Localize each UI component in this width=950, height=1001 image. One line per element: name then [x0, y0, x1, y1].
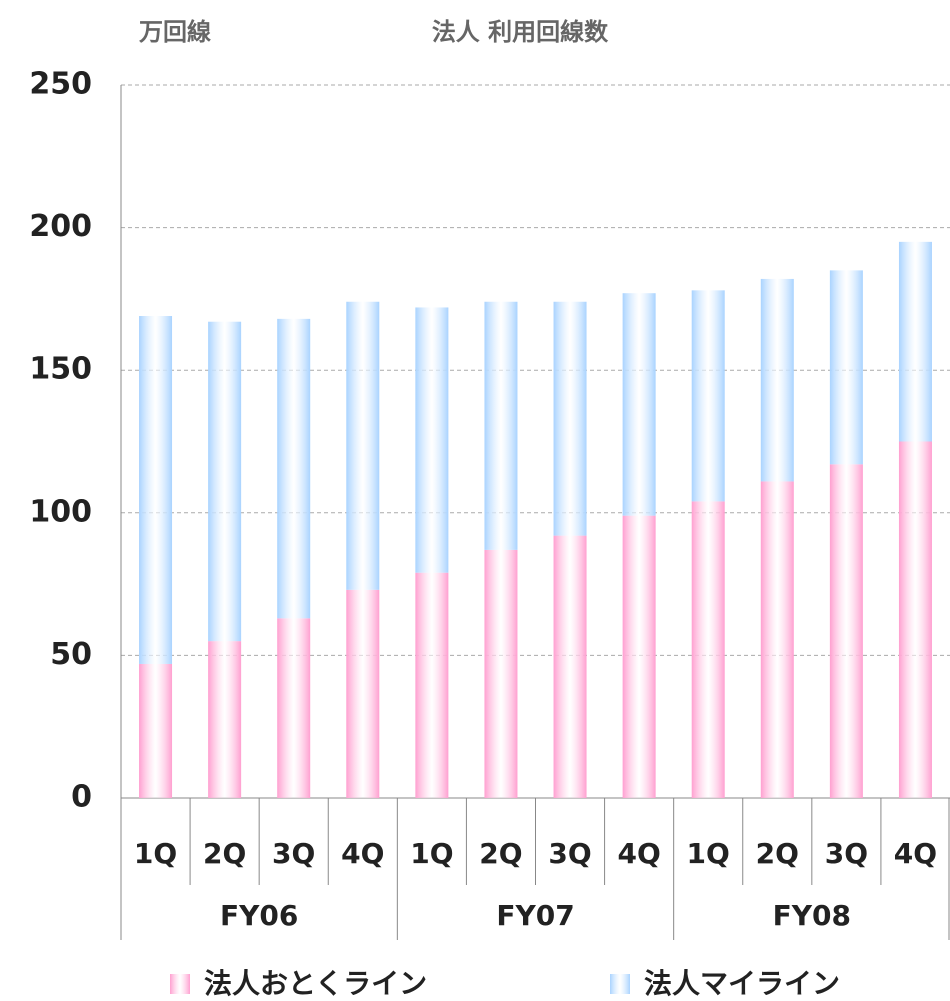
- x-tick-label: 3Q: [272, 837, 315, 870]
- y-tick-label: 250: [29, 67, 92, 102]
- bar-segment: [829, 464, 863, 798]
- y-tick-label: 50: [50, 637, 92, 672]
- y-tick-label: 200: [29, 209, 92, 244]
- bar-segment: [139, 316, 173, 664]
- bar-segment: [277, 618, 311, 798]
- bar-segment: [760, 481, 794, 798]
- bar-segment: [760, 278, 794, 482]
- bar-segment: [208, 641, 242, 798]
- bar-segment: [691, 501, 725, 798]
- x-tick-label: 4Q: [894, 837, 937, 870]
- bar-segment: [208, 321, 242, 642]
- bar-segment: [622, 293, 656, 516]
- legend-swatch: [170, 974, 190, 994]
- x-tick-label: 1Q: [410, 837, 453, 870]
- bar-segment: [829, 270, 863, 465]
- group-label: FY08: [773, 899, 851, 932]
- y-axis-label: 万回線: [139, 18, 211, 46]
- bar-segment: [553, 301, 587, 536]
- x-tick-label: 4Q: [617, 837, 660, 870]
- chart-title: 法人 利用回線数: [432, 18, 609, 46]
- y-tick-label: 0: [71, 780, 92, 815]
- bar-segment: [139, 663, 173, 798]
- legend-swatch: [610, 974, 630, 994]
- bar-segment: [898, 241, 932, 442]
- x-tick-label: 2Q: [203, 837, 246, 870]
- y-tick-label: 100: [29, 494, 92, 529]
- x-tick-label: 2Q: [479, 837, 522, 870]
- y-tick-label: 150: [29, 352, 92, 387]
- group-label: FY07: [496, 899, 574, 932]
- x-tick-label: 1Q: [134, 837, 177, 870]
- x-tick-label: 3Q: [548, 837, 591, 870]
- bar-segment: [277, 318, 311, 619]
- legend-label: 法人マイライン: [644, 967, 840, 1000]
- x-tick-label: 3Q: [825, 837, 868, 870]
- bar-segment: [415, 307, 449, 573]
- bar-segment: [484, 549, 518, 798]
- bar-segment: [622, 515, 656, 798]
- bar-segment: [346, 589, 380, 798]
- group-label: FY06: [220, 899, 298, 932]
- legend-label: 法人おとくライン: [204, 967, 427, 1000]
- x-tick-label: 2Q: [756, 837, 799, 870]
- x-tick-label: 1Q: [687, 837, 730, 870]
- bar-segment: [553, 535, 587, 798]
- bar-segment: [691, 290, 725, 502]
- x-tick-label: 4Q: [341, 837, 384, 870]
- bar-segment: [484, 301, 518, 550]
- bar-segment: [898, 441, 932, 798]
- bar-segment: [415, 572, 449, 798]
- bar-segment: [346, 301, 380, 590]
